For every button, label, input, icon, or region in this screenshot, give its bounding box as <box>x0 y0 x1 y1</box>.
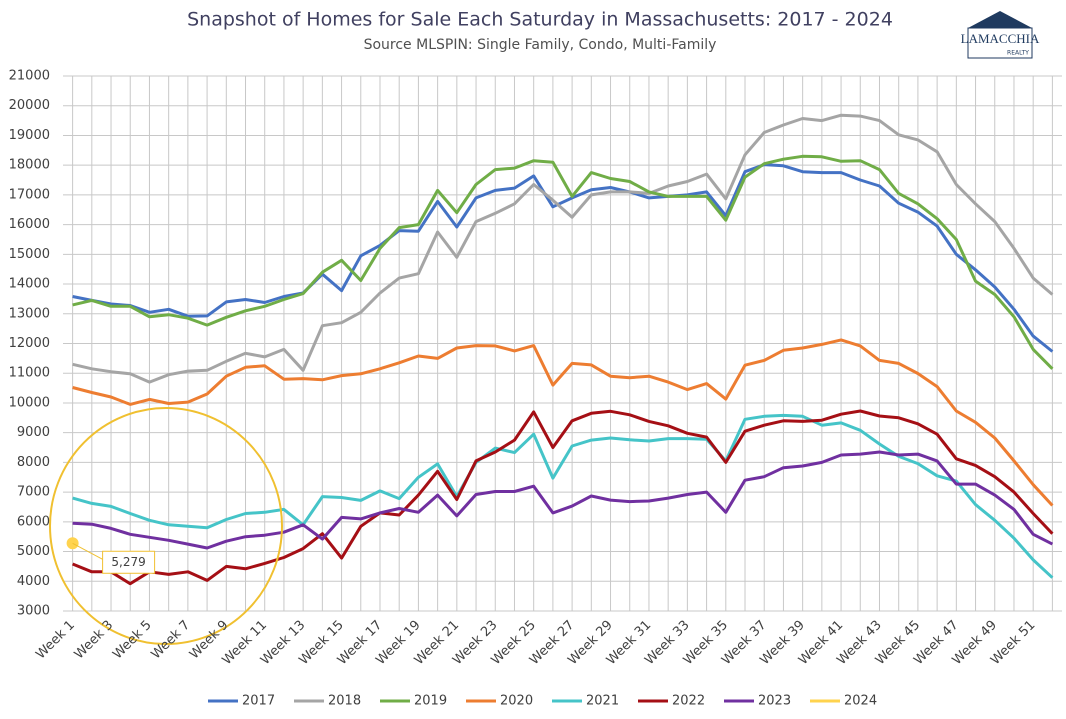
logo-box <box>967 27 1033 59</box>
legend-label: 2019 <box>414 694 447 709</box>
chart-subtitle: Source MLSPIN: Single Family, Condo, Mul… <box>364 37 717 53</box>
legend-label: 2018 <box>328 694 361 709</box>
y-tick-label: 10000 <box>9 395 50 410</box>
y-tick-label: 17000 <box>9 187 50 202</box>
y-tick-label: 11000 <box>9 366 50 381</box>
series-line <box>72 413 1054 579</box>
logo-roof <box>968 11 1032 28</box>
y-tick-label: 6000 <box>17 514 50 529</box>
y-tick-label: 16000 <box>9 217 50 232</box>
y-tick-label: 7000 <box>17 485 50 500</box>
y-tick-label: 3000 <box>17 604 50 619</box>
label-box <box>102 550 156 574</box>
y-tick-label: 4000 <box>17 574 50 589</box>
legend-label: 2024 <box>844 694 877 709</box>
legend-label: 2017 <box>242 694 275 709</box>
series-line <box>72 338 1054 507</box>
highlight-circle <box>49 407 283 645</box>
y-tick-label: 19000 <box>9 128 50 143</box>
y-tick-label: 18000 <box>9 158 50 173</box>
logo: LAMACCHIA REALTY <box>961 11 1040 59</box>
series-line <box>72 450 1054 550</box>
y-tick-label: 5000 <box>17 544 50 559</box>
legend-label: 2023 <box>758 694 791 709</box>
y-tick-label: 13000 <box>9 306 50 321</box>
y-tick-label: 15000 <box>9 247 50 262</box>
y-tick-label: 9000 <box>17 425 50 440</box>
y-tick-label: 20000 <box>9 98 50 113</box>
logo-sub: REALTY <box>1007 50 1029 57</box>
series-line <box>72 163 1054 353</box>
legend-label: 2021 <box>586 694 619 709</box>
legend-label: 2020 <box>500 694 533 709</box>
label-leader <box>72 542 103 560</box>
y-tick-label: 8000 <box>17 455 50 470</box>
y-tick-label: 21000 <box>9 69 50 84</box>
y-tick-label: 12000 <box>9 336 50 351</box>
chart-title: Snapshot of Homes for Sale Each Saturday… <box>187 9 893 31</box>
y-tick-label: 14000 <box>9 277 50 292</box>
legend-label: 2022 <box>672 694 705 709</box>
data-label: 5,279 <box>111 555 145 569</box>
plot: 5,279 <box>66 113 1054 586</box>
series-line <box>72 409 1054 586</box>
series-line <box>72 113 1054 384</box>
logo-name: LAMACCHIA <box>961 31 1040 46</box>
series-line <box>72 154 1054 370</box>
